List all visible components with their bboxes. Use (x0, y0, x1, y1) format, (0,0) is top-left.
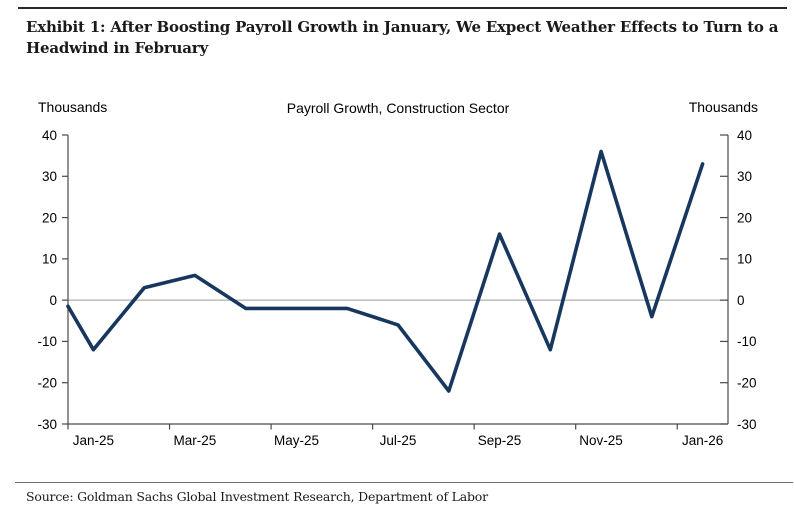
right-y-tick-label: 40 (737, 128, 752, 143)
x-tick-label: Jan-25 (73, 433, 114, 448)
chart-title: Payroll Growth, Construction Sector (287, 100, 510, 116)
right-y-tick-label: 0 (737, 293, 745, 308)
left-axis-title: Thousands (38, 99, 107, 115)
x-tick-label: May-25 (274, 433, 319, 448)
source-line: Source: Goldman Sachs Global Investment … (26, 489, 488, 504)
x-tick-label: Jan-26 (682, 433, 723, 448)
axes (62, 134, 729, 430)
left-y-tick-label: 30 (42, 169, 57, 184)
axis-tick-labels: 40 40 30 30 20 20 10 10 0 0 -10 -10 -20 -20 -30 -30 Jan-… (37, 128, 756, 448)
payroll-series-line (66, 149, 705, 393)
left-y-tick-label: -10 (37, 334, 57, 349)
right-y-tick-label: 20 (737, 210, 752, 225)
x-tick-label: Jul-25 (380, 433, 417, 448)
exhibit-title-line-1: Exhibit 1: After Boosting Payroll Growth… (26, 18, 779, 36)
x-tick-label: Nov-25 (579, 433, 623, 448)
left-y-tick-label: 0 (49, 293, 57, 308)
right-y-tick-label: 30 (737, 169, 752, 184)
left-y-tick-label: 40 (42, 128, 57, 143)
x-tick-label: Sep-25 (478, 433, 522, 448)
top-rule (18, 7, 787, 9)
right-y-tick-label: 10 (737, 252, 752, 267)
bottom-rule (15, 482, 793, 483)
left-y-tick-label: -20 (37, 376, 57, 391)
data-series (66, 149, 705, 393)
right-y-tick-label: -10 (737, 334, 757, 349)
left-y-tick-label: 10 (42, 252, 57, 267)
right-y-tick-label: -30 (737, 417, 757, 432)
right-y-tick-label: -20 (737, 376, 757, 391)
left-y-tick-label: -30 (37, 417, 57, 432)
x-tick-label: Mar-25 (174, 433, 217, 448)
exhibit-title-line-2: Headwind in February (26, 39, 208, 57)
right-axis-title: Thousands (689, 99, 758, 115)
left-y-tick-label: 20 (42, 210, 57, 225)
exhibit-title: Exhibit 1: After Boosting Payroll Growth… (26, 17, 782, 59)
